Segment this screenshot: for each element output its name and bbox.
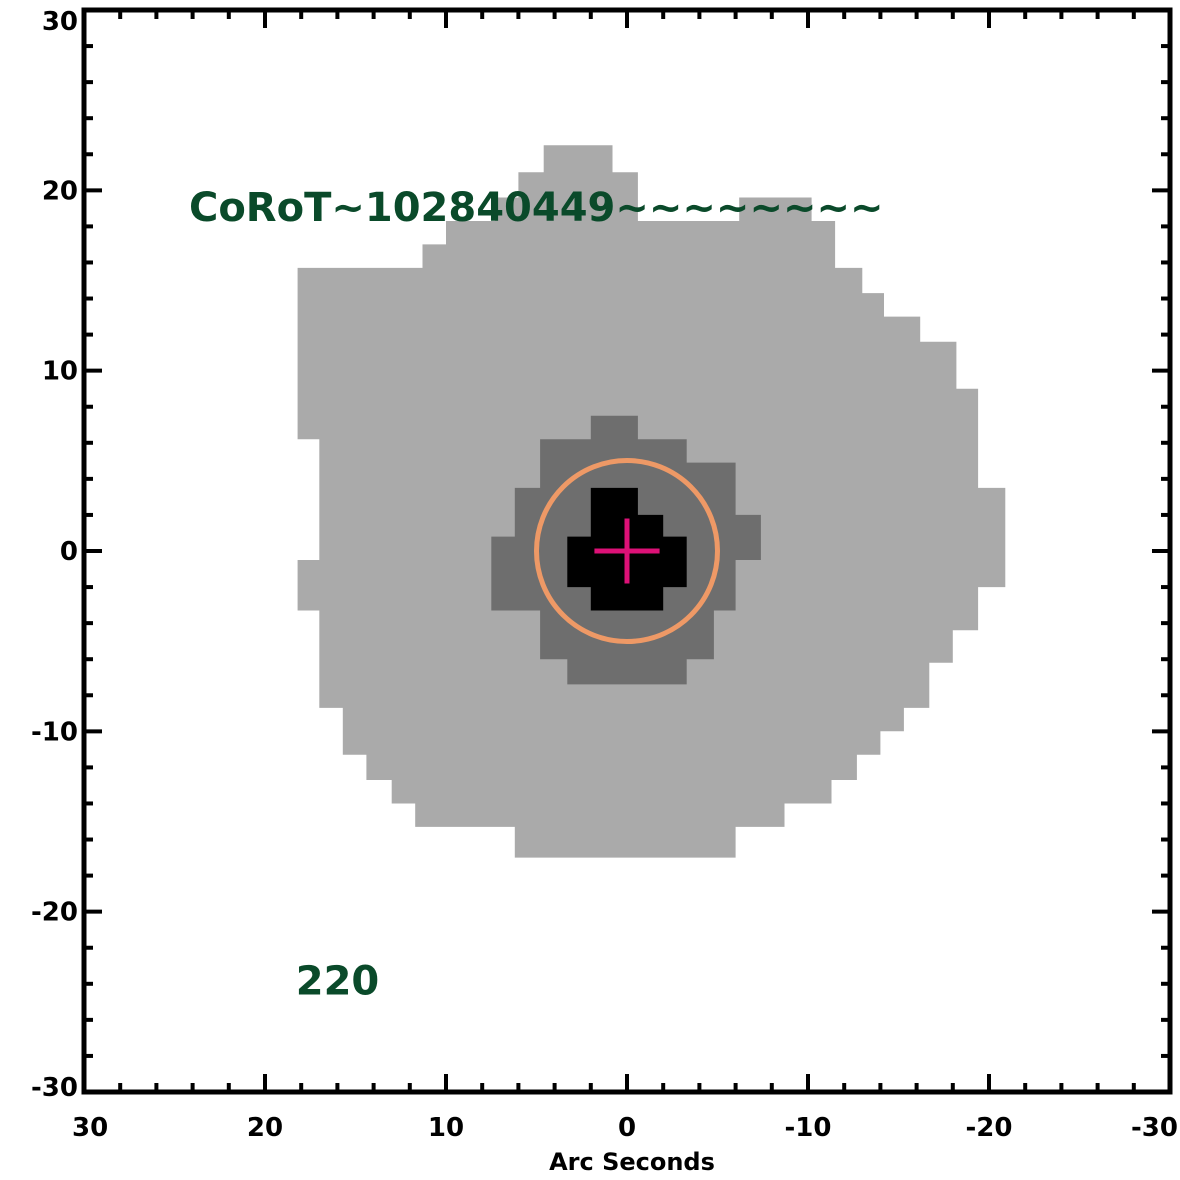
x-tick-label: -20 [966,1113,1013,1143]
x-tick-label: 10 [428,1113,464,1143]
annotation-2: 220 [296,959,380,1005]
x-axis-title: Arc Seconds [549,1148,715,1176]
axis-ticks [82,8,1172,1094]
x-tick-label: -30 [1131,1113,1178,1143]
y-tick-label: -10 [31,717,78,747]
mask-regions [297,118,1006,858]
y-tick-label: 20 [42,176,78,206]
y-tick-label: -20 [31,898,78,928]
x-tick-labels: 30 20 10 0 -10 -20 -30 [72,1113,1178,1143]
x-tick-label: 20 [247,1113,283,1143]
y-tick-label: 30 [42,7,78,37]
x-tick-label: -10 [785,1113,832,1143]
aperture-circle [534,458,720,644]
y-tick-label: -30 [31,1073,78,1103]
y-tick-label: 0 [60,537,78,567]
annotations: CoRoT~102840449~~~~~~~~ 220 [189,185,884,1005]
y-tick-labels: 30 20 10 0 -10 -20 -30 [31,7,78,1103]
x-tick-label: 30 [72,1113,108,1143]
annotation-1: CoRoT~102840449~~~~~~~~ [189,185,884,231]
x-tick-label: 0 [618,1113,636,1143]
y-tick-label: 10 [42,357,78,387]
target-marker [594,518,660,584]
